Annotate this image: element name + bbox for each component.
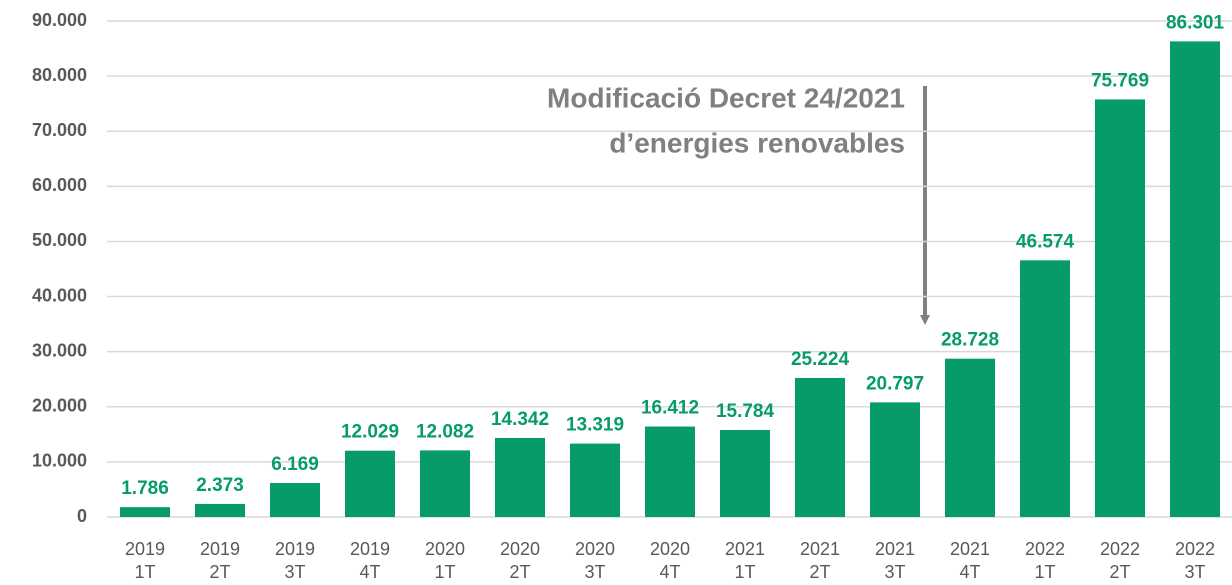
x-tick-label: 2021 — [800, 539, 840, 559]
bar — [420, 450, 470, 517]
x-tick-label: 2T — [1109, 562, 1130, 582]
x-tick-label: 2T — [209, 562, 230, 582]
value-label: 46.574 — [1016, 231, 1075, 252]
y-tick-label: 40.000 — [32, 285, 87, 305]
y-tick-label: 90.000 — [32, 10, 87, 30]
x-tick-label: 2022 — [1025, 539, 1065, 559]
x-tick-label: 2019 — [200, 539, 240, 559]
value-label: 12.029 — [341, 422, 399, 443]
x-tick-label: 1T — [734, 562, 755, 582]
value-label: 2.373 — [196, 475, 244, 496]
x-tick-label: 2020 — [425, 539, 465, 559]
bar — [195, 503, 245, 517]
y-tick-label: 0 — [77, 506, 87, 526]
x-tick-label: 2022 — [1175, 539, 1215, 559]
value-label: 14.342 — [491, 409, 549, 430]
x-tick-label: 2021 — [725, 539, 765, 559]
value-label: 12.082 — [416, 421, 474, 442]
x-tick-label: 4T — [659, 562, 680, 582]
x-tick-label: 2T — [809, 562, 830, 582]
bar — [1095, 99, 1145, 517]
value-label: 86.301 — [1166, 12, 1225, 33]
bar — [270, 483, 320, 517]
bar — [570, 443, 620, 517]
value-label: 15.784 — [716, 401, 775, 422]
bar — [645, 426, 695, 517]
y-tick-label: 50.000 — [32, 230, 87, 250]
y-tick-label: 20.000 — [32, 396, 87, 416]
x-tick-label: 2020 — [650, 539, 690, 559]
y-tick-label: 60.000 — [32, 175, 87, 195]
annotation: Modificació Decret 24/2021 — [547, 82, 905, 113]
x-tick-label: 2T — [509, 562, 530, 582]
y-tick-label: 70.000 — [32, 120, 87, 140]
x-tick-label: 2021 — [950, 539, 990, 559]
bar — [945, 358, 995, 517]
x-tick-label: 3T — [584, 562, 605, 582]
bar — [720, 430, 770, 517]
x-tick-label: 1T — [434, 562, 455, 582]
annotation: d’energies renovables — [609, 127, 905, 158]
bar — [345, 450, 395, 517]
value-label: 6.169 — [271, 454, 319, 475]
x-tick-label: 1T — [1034, 562, 1055, 582]
bar — [1020, 260, 1070, 517]
value-label: 1.786 — [121, 478, 169, 499]
value-label: 75.769 — [1091, 70, 1149, 91]
x-tick-label: 1T — [134, 562, 155, 582]
x-tick-label: 3T — [1184, 562, 1205, 582]
x-tick-label: 2021 — [875, 539, 915, 559]
x-tick-label: 2019 — [125, 539, 165, 559]
x-tick-label: 4T — [959, 562, 980, 582]
bar — [495, 437, 545, 517]
x-tick-label: 4T — [359, 562, 380, 582]
value-label: 13.319 — [566, 415, 624, 436]
x-tick-label: 3T — [284, 562, 305, 582]
value-label: 28.728 — [941, 330, 999, 351]
bar — [1170, 41, 1220, 518]
x-tick-label: 2020 — [575, 539, 615, 559]
bar — [120, 507, 170, 517]
y-tick-label: 80.000 — [32, 65, 87, 85]
x-tick-label: 2019 — [350, 539, 390, 559]
y-tick-label: 30.000 — [32, 340, 87, 360]
value-label: 20.797 — [866, 373, 924, 394]
y-tick-label: 10.000 — [32, 451, 87, 471]
x-tick-label: 3T — [884, 562, 905, 582]
value-label: 25.224 — [791, 349, 850, 370]
value-label: 16.412 — [641, 398, 699, 419]
bar — [870, 402, 920, 517]
x-tick-label: 2020 — [500, 539, 540, 559]
x-tick-label: 2019 — [275, 539, 315, 559]
x-tick-label: 2022 — [1100, 539, 1140, 559]
bar — [795, 377, 845, 517]
